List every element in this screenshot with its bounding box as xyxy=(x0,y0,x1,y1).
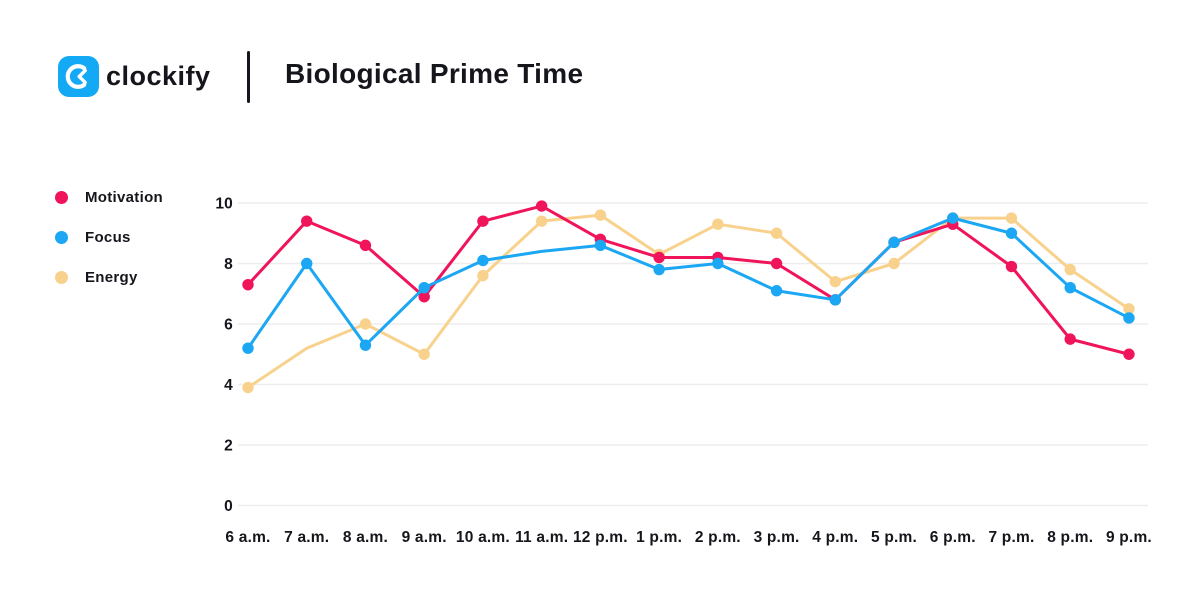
clockify-logo-icon xyxy=(58,56,99,97)
y-tick-label: 4 xyxy=(224,377,233,394)
data-point-energy xyxy=(770,227,783,239)
legend-item-energy: Energy xyxy=(55,269,163,286)
data-point-focus xyxy=(888,236,900,249)
x-tick-label: 12 p.m. xyxy=(573,529,628,546)
data-point-energy xyxy=(712,218,724,230)
data-point-focus xyxy=(712,257,724,270)
page-title: Biological Prime Time xyxy=(285,58,584,89)
legend-label-energy: Energy xyxy=(85,269,138,286)
logo-clock-hands xyxy=(77,68,87,85)
data-point-focus xyxy=(1123,312,1135,324)
x-tick-label: 7 p.m. xyxy=(988,529,1034,546)
data-point-focus xyxy=(418,282,430,294)
x-tick-label: 3 p.m. xyxy=(754,529,800,546)
x-tick-label: 9 a.m. xyxy=(402,529,447,546)
data-point-energy xyxy=(1123,303,1135,315)
series-line-motivation xyxy=(246,204,1131,356)
x-tick-label: 6 p.m. xyxy=(930,529,976,546)
data-point-focus xyxy=(770,285,783,297)
data-point-focus xyxy=(594,239,607,252)
data-point-energy xyxy=(594,209,607,221)
data-point-motivation xyxy=(535,200,548,212)
y-tick-label: 2 xyxy=(224,438,233,455)
data-point-energy xyxy=(888,257,900,270)
legend-dot-energy xyxy=(55,271,68,284)
data-point-energy xyxy=(535,215,548,227)
logo-c-arc xyxy=(65,64,87,89)
x-tick-label: 11 a.m. xyxy=(515,529,568,546)
x-tick-label: 2 p.m. xyxy=(695,529,741,546)
data-point-focus xyxy=(947,212,959,224)
x-tick-label: 9 p.m. xyxy=(1106,529,1152,546)
y-tick-label: 6 xyxy=(224,317,233,334)
legend-item-focus: Focus xyxy=(55,229,163,246)
x-tick-label: 10 a.m. xyxy=(456,529,510,546)
data-point-motivation xyxy=(770,257,783,270)
data-point-motivation xyxy=(418,291,430,303)
data-point-motivation xyxy=(477,215,489,227)
data-point-energy xyxy=(418,348,430,360)
series-line-energy xyxy=(246,213,1131,390)
x-tick-label: 1 p.m. xyxy=(636,529,682,546)
data-point-energy xyxy=(477,269,489,282)
x-tick-label: 7 a.m. xyxy=(284,529,329,546)
data-point-focus xyxy=(829,294,841,306)
x-tick-label: 8 p.m. xyxy=(1047,529,1093,546)
data-point-focus xyxy=(477,254,489,267)
data-point-focus xyxy=(1005,227,1018,239)
legend-dot-motivation xyxy=(55,191,68,204)
data-point-energy xyxy=(1005,212,1018,224)
x-tick-label: 8 a.m. xyxy=(343,529,388,546)
data-point-focus xyxy=(359,339,372,351)
data-point-motivation xyxy=(653,251,665,264)
data-point-energy xyxy=(242,381,254,394)
data-point-motivation xyxy=(1123,348,1135,360)
y-tick-label: 0 xyxy=(224,498,233,515)
header-divider xyxy=(247,51,250,103)
legend-item-motivation: Motivation xyxy=(55,189,163,206)
data-point-motivation xyxy=(301,215,313,227)
header: clockify Biological Prime Time xyxy=(0,0,1200,120)
data-point-motivation xyxy=(359,239,372,252)
series-line-focus xyxy=(246,216,1131,350)
data-point-energy xyxy=(359,318,372,330)
data-point-focus xyxy=(1064,282,1076,294)
legend-label-focus: Focus xyxy=(85,229,131,246)
data-point-energy xyxy=(829,275,841,288)
brand-wordmark: clockify xyxy=(106,61,211,91)
data-point-motivation xyxy=(1064,333,1076,345)
x-tick-label: 4 p.m. xyxy=(812,529,858,546)
y-tick-label: 8 xyxy=(224,256,233,273)
data-point-focus xyxy=(653,263,665,276)
x-tick-label: 6 a.m. xyxy=(225,529,270,546)
x-tick-label: 5 p.m. xyxy=(871,529,917,546)
data-point-energy xyxy=(1064,263,1076,276)
legend-dot-focus xyxy=(55,231,68,244)
chart-legend: Motivation Focus Energy xyxy=(55,189,163,286)
data-point-focus xyxy=(301,257,313,270)
data-point-motivation xyxy=(1005,260,1018,273)
data-point-motivation xyxy=(242,278,254,291)
legend-label-motivation: Motivation xyxy=(85,189,163,206)
y-tick-label: 10 xyxy=(215,196,233,213)
data-point-focus xyxy=(242,342,254,354)
